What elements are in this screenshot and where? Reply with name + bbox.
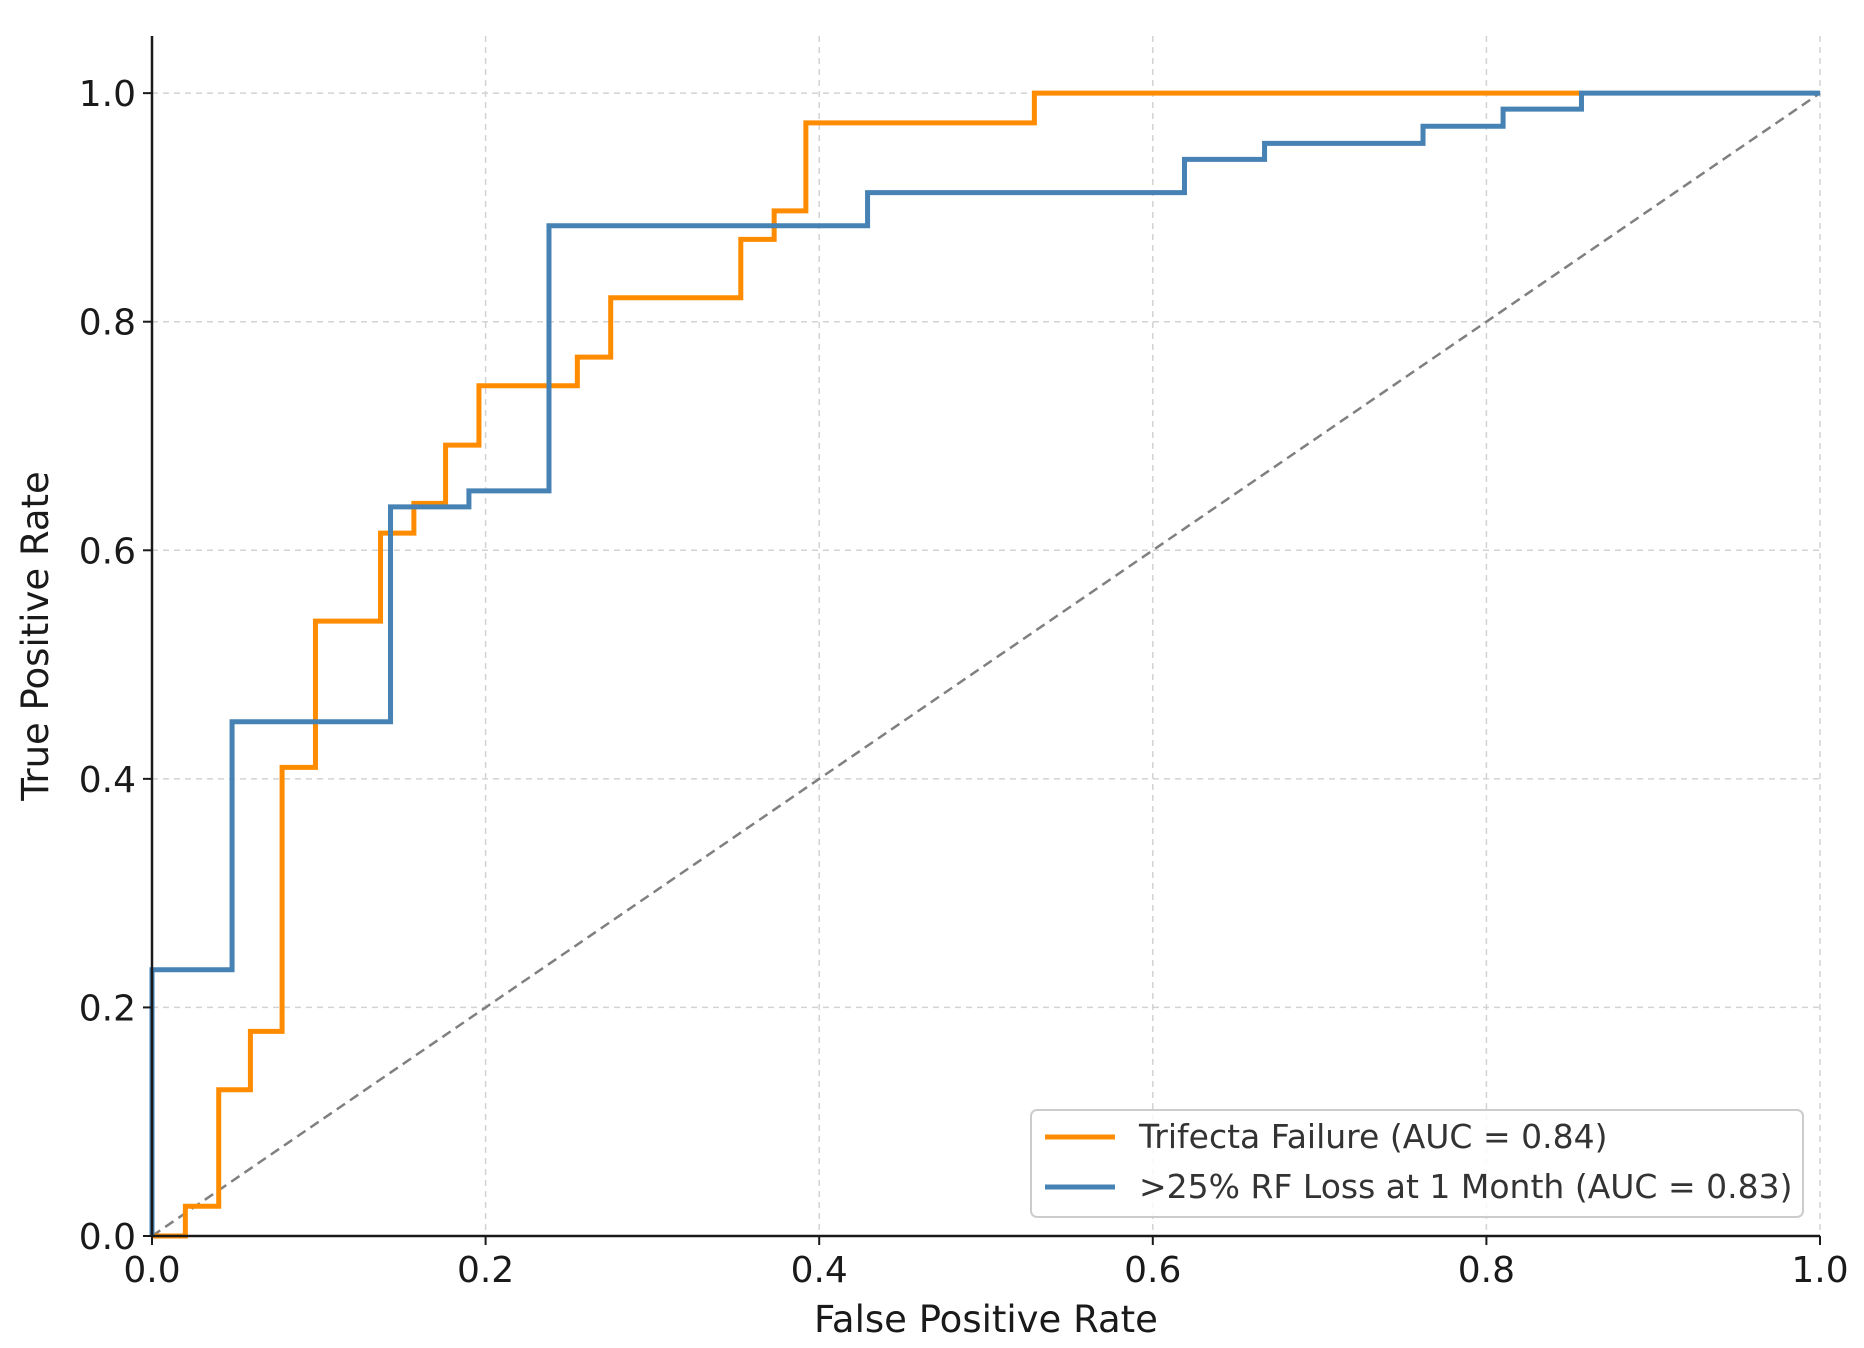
y-tick-label-3: 0.6: [79, 531, 136, 572]
reference-line-layer: [151, 92, 1821, 1238]
x-axis-title: False Positive Rate: [814, 1298, 1158, 1341]
x-tick-label-2: 0.4: [791, 1250, 848, 1291]
legend: Trifecta Failure (AUC = 0.84) >25% RF Lo…: [1030, 1109, 1804, 1218]
y-tick-label-0: 0.0: [79, 1217, 136, 1258]
x-tick-label-4: 0.8: [1458, 1250, 1515, 1291]
x-tick-label-5: 1.0: [1791, 1250, 1848, 1291]
axes: [143, 36, 1821, 1245]
y-tick-label-2: 0.4: [79, 760, 136, 801]
x-tick-label-0: 0.0: [123, 1250, 180, 1291]
y-tick-label-5: 1.0: [79, 74, 136, 115]
tick-labels: 0.0 0.2 0.4 0.6 0.8 1.0 0.0 0.2 0.4 0.6 0.8 1.0: [79, 74, 1849, 1291]
x-tick-label-3: 0.6: [1124, 1250, 1181, 1291]
legend-box: [1030, 1109, 1804, 1218]
legend-label-rf-loss: >25% RF Loss at 1 Month (AUC = 0.83): [1139, 1167, 1792, 1206]
x-tick-label-1: 0.2: [457, 1250, 514, 1291]
series-line-trifecta-failure: [152, 90, 1582, 1239]
y-tick-label-4: 0.8: [79, 303, 136, 344]
reference-diagonal-line: [151, 92, 1821, 1238]
legend-label-trifecta-failure: Trifecta Failure (AUC = 0.84): [1138, 1117, 1607, 1156]
y-tick-label-1: 0.2: [79, 988, 136, 1029]
series-layer: [149, 90, 1820, 1239]
series-line-rf-loss: [149, 90, 1820, 1236]
y-axis-title: True Positive Rate: [14, 471, 57, 802]
